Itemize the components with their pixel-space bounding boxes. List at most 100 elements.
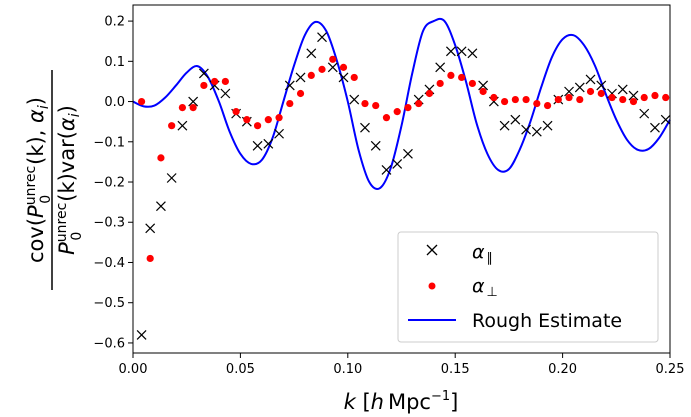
- alpha-perp-point: [447, 71, 455, 80]
- y-tick-label: 0.2: [104, 15, 125, 30]
- y-den-i: i: [67, 113, 83, 117]
- alpha-parallel-point: [349, 94, 360, 105]
- series-alpha-perp: [137, 55, 670, 263]
- alpha-parallel-point: [295, 72, 306, 83]
- alpha-parallel-point: [650, 122, 660, 133]
- alpha-parallel-point: [284, 80, 295, 91]
- alpha-perp-point: [490, 93, 498, 102]
- legend-dot-marker: [428, 282, 436, 290]
- x-tick-label: 0.25: [656, 362, 685, 377]
- y-tick-label: −0.4: [93, 256, 125, 271]
- alpha-parallel-point: [445, 46, 456, 57]
- alpha-perp-point: [586, 87, 595, 96]
- y-tick-label: 0.1: [104, 55, 125, 70]
- alpha-perp-point: [662, 93, 670, 102]
- y-den-close: ): [55, 105, 79, 113]
- y-tick-label: −0.5: [93, 296, 125, 311]
- y-den-k: (k)var(: [55, 131, 79, 202]
- legend-box: [397, 231, 659, 343]
- legend-entry-alpha-perp: α ⊥: [428, 275, 498, 300]
- legend-label-rough-estimate: Rough Estimate: [472, 310, 622, 332]
- alpha-perp-point: [565, 93, 573, 102]
- x-tick-label: 0.05: [226, 362, 255, 377]
- y-axis-label: cov(Punrec0(k), αi) Punrec0(k)var(αi): [23, 70, 85, 290]
- alpha-perp-point: [307, 71, 315, 80]
- alpha-perp-point: [608, 93, 616, 102]
- alpha-parallel-point: [327, 62, 338, 73]
- y-label-numerator: cov(Punrec0 (k), αi): [23, 97, 54, 263]
- alpha-perp-point: [243, 116, 251, 124]
- legend: α ∥ α ⊥ Rough Estimate: [397, 231, 659, 343]
- alpha-perp-point: [137, 97, 146, 106]
- alpha-parallel-point: [392, 158, 403, 169]
- alpha-parallel-point: [510, 114, 521, 125]
- alpha-parallel-point: [585, 74, 596, 85]
- legend-entry-alpha-parallel: α ∥: [426, 241, 493, 266]
- alpha-perp-point: [468, 79, 476, 88]
- y-num-k: (k),: [24, 123, 48, 165]
- alpha-perp-point: [597, 89, 605, 98]
- alpha-parallel-point: [542, 120, 553, 131]
- x-label-unit: Mpc: [388, 390, 431, 414]
- alpha-parallel-point: [188, 96, 199, 107]
- y-tick-label: −0.2: [93, 176, 125, 191]
- y-label-denominator: Punrec0 (k)var(αi): [54, 105, 85, 255]
- alpha-perp-point: [339, 63, 348, 71]
- alpha-perp-point: [168, 122, 176, 130]
- alpha-perp-point: [619, 95, 627, 104]
- alpha-parallel-point: [574, 82, 585, 93]
- alpha-parallel-point: [274, 128, 284, 139]
- alpha-perp-point: [543, 101, 552, 110]
- alpha-parallel-point: [435, 62, 446, 73]
- alpha-perp-point: [522, 95, 530, 104]
- alpha-perp-point: [554, 95, 562, 104]
- alpha-parallel-point: [177, 120, 188, 131]
- alpha-perp-point: [318, 65, 326, 73]
- alpha-perp-point: [221, 77, 229, 86]
- y-num-alpha: α: [24, 109, 48, 123]
- alpha-perp-point: [189, 103, 197, 112]
- alpha-parallel-point: [531, 126, 542, 137]
- y-axis: −0.6 −0.5 −0.4 −0.3 −0.2 −0.1 0.0 0.1 0.2: [93, 15, 133, 351]
- alpha-perp-point: [436, 79, 444, 88]
- y-den-sub: 0: [69, 232, 85, 241]
- alpha-parallel-point: [166, 173, 177, 183]
- alpha-perp-point: [286, 99, 294, 108]
- alpha-perp-point: [629, 97, 638, 106]
- x-label-bracket-close: ]: [450, 390, 458, 414]
- y-num-i: i: [36, 105, 52, 109]
- x-label-exponent: −1: [431, 389, 450, 404]
- alpha-parallel-point: [467, 48, 478, 59]
- legend-x-marker-b: [426, 244, 438, 256]
- alpha-parallel-point: [639, 108, 650, 119]
- alpha-parallel-point: [145, 223, 156, 234]
- alpha-perp-point: [533, 99, 541, 108]
- plot-frame: [132, 4, 671, 354]
- alpha-perp-point: [157, 154, 165, 162]
- alpha-parallel-point: [263, 138, 274, 149]
- alpha-perp-point: [576, 95, 584, 104]
- y-num-close: ): [24, 97, 48, 105]
- x-label-k: k: [344, 390, 357, 414]
- alpha-perp-point: [275, 114, 283, 122]
- alpha-parallel-point: [617, 84, 628, 95]
- alpha-perp-point: [350, 73, 358, 82]
- alpha-perp-point: [211, 77, 219, 86]
- legend-label-alpha-perp: α ⊥: [472, 275, 498, 300]
- alpha-perp-point: [458, 73, 466, 82]
- legend-entry-rough-estimate: Rough Estimate: [408, 310, 622, 332]
- x-axis-label: k [h Mpc−1]: [344, 389, 459, 414]
- alpha-parallel-point: [252, 140, 263, 151]
- alpha-perp-point: [146, 254, 154, 263]
- y-num-P: P: [24, 205, 48, 218]
- alpha-perp-point: [404, 103, 412, 112]
- x-label-h: h: [371, 390, 384, 414]
- alpha-parallel-point: [499, 120, 510, 131]
- alpha-perp-point: [382, 114, 391, 122]
- y-num-cov: cov(: [24, 218, 48, 263]
- alpha-perp-point: [511, 95, 519, 104]
- alpha-parallel-point: [478, 80, 489, 91]
- x-tick-label: 0.15: [441, 362, 470, 377]
- alpha-perp-point: [296, 89, 305, 98]
- legend-label-alpha-parallel: α ∥: [472, 241, 493, 266]
